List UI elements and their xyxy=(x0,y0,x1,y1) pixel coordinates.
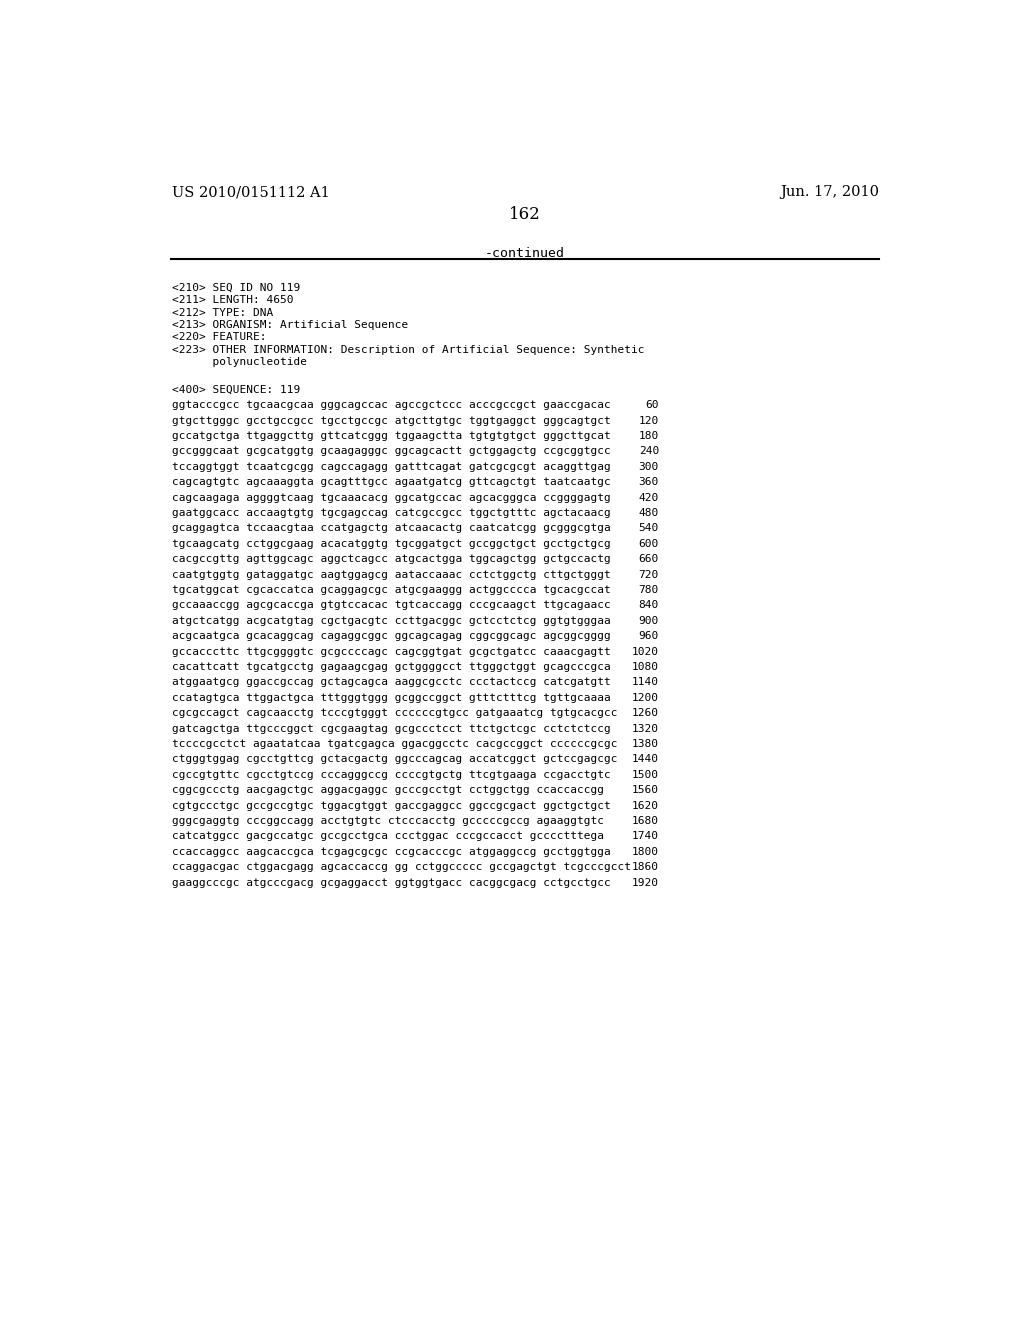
Text: 420: 420 xyxy=(639,492,658,503)
Text: 660: 660 xyxy=(639,554,658,564)
Text: ccatagtgca ttggactgca tttgggtggg gcggccggct gtttctttcg tgttgcaaaa: ccatagtgca ttggactgca tttgggtggg gcggccg… xyxy=(172,693,611,702)
Text: 900: 900 xyxy=(639,615,658,626)
Text: 780: 780 xyxy=(639,585,658,595)
Text: 1620: 1620 xyxy=(632,800,658,810)
Text: gaaggcccgc atgcccgacg gcgaggacct ggtggtgacc cacggcgacg cctgcctgcc: gaaggcccgc atgcccgacg gcgaggacct ggtggtg… xyxy=(172,878,611,887)
Text: cgccgtgttc cgcctgtccg cccagggccg ccccgtgctg ttcgtgaaga ccgacctgtc: cgccgtgttc cgcctgtccg cccagggccg ccccgtg… xyxy=(172,770,611,780)
Text: <211> LENGTH: 4650: <211> LENGTH: 4650 xyxy=(172,296,294,305)
Text: 480: 480 xyxy=(639,508,658,517)
Text: 1380: 1380 xyxy=(632,739,658,748)
Text: 240: 240 xyxy=(639,446,658,457)
Text: <220> FEATURE:: <220> FEATURE: xyxy=(172,333,266,342)
Text: 1740: 1740 xyxy=(632,832,658,841)
Text: <213> ORGANISM: Artificial Sequence: <213> ORGANISM: Artificial Sequence xyxy=(172,321,409,330)
Text: 60: 60 xyxy=(645,400,658,411)
Text: Jun. 17, 2010: Jun. 17, 2010 xyxy=(780,185,879,199)
Text: 1140: 1140 xyxy=(632,677,658,688)
Text: caatgtggtg gataggatgc aagtggagcg aataccaaac cctctggctg cttgctgggt: caatgtggtg gataggatgc aagtggagcg aatacca… xyxy=(172,570,611,579)
Text: 1080: 1080 xyxy=(632,663,658,672)
Text: atgctcatgg acgcatgtag cgctgacgtc ccttgacggc gctcctctcg ggtgtgggaa: atgctcatgg acgcatgtag cgctgacgtc ccttgac… xyxy=(172,615,611,626)
Text: cagcagtgtc agcaaaggta gcagtttgcc agaatgatcg gttcagctgt taatcaatgc: cagcagtgtc agcaaaggta gcagtttgcc agaatga… xyxy=(172,478,611,487)
Text: tgcaagcatg cctggcgaag acacatggtg tgcggatgct gccggctgct gcctgctgcg: tgcaagcatg cctggcgaag acacatggtg tgcggat… xyxy=(172,539,611,549)
Text: gaatggcacc accaagtgtg tgcgagccag catcgccgcc tggctgtttc agctacaacg: gaatggcacc accaagtgtg tgcgagccag catcgcc… xyxy=(172,508,611,517)
Text: 1680: 1680 xyxy=(632,816,658,826)
Text: cggcgccctg aacgagctgc aggacgaggc gcccgcctgt cctggctgg ccaccaccgg: cggcgccctg aacgagctgc aggacgaggc gcccgcc… xyxy=(172,785,604,795)
Text: gccatgctga ttgaggcttg gttcatcggg tggaagctta tgtgtgtgct gggcttgcat: gccatgctga ttgaggcttg gttcatcggg tggaagc… xyxy=(172,430,611,441)
Text: atggaatgcg ggaccgccag gctagcagca aaggcgcctc ccctactccg catcgatgtt: atggaatgcg ggaccgccag gctagcagca aaggcgc… xyxy=(172,677,611,688)
Text: <400> SEQUENCE: 119: <400> SEQUENCE: 119 xyxy=(172,385,300,395)
Text: 1560: 1560 xyxy=(632,785,658,795)
Text: gccacccttc ttgcggggtc gcgccccagc cagcggtgat gcgctgatcc caaacgagtt: gccacccttc ttgcggggtc gcgccccagc cagcggt… xyxy=(172,647,611,656)
Text: 360: 360 xyxy=(639,478,658,487)
Text: gatcagctga ttgcccggct cgcgaagtag gcgccctcct ttctgctcgc cctctctccg: gatcagctga ttgcccggct cgcgaagtag gcgccct… xyxy=(172,723,611,734)
Text: tccccgcctct agaatatcaa tgatcgagca ggacggcctc cacgccggct ccccccgcgc: tccccgcctct agaatatcaa tgatcgagca ggacgg… xyxy=(172,739,617,748)
Text: 300: 300 xyxy=(639,462,658,471)
Text: acgcaatgca gcacaggcag cagaggcggc ggcagcagag cggcggcagc agcggcgggg: acgcaatgca gcacaggcag cagaggcggc ggcagca… xyxy=(172,631,611,642)
Text: 840: 840 xyxy=(639,601,658,610)
Text: 1320: 1320 xyxy=(632,723,658,734)
Text: tccaggtggt tcaatcgcgg cagccagagg gatttcagat gatcgcgcgt acaggttgag: tccaggtggt tcaatcgcgg cagccagagg gatttca… xyxy=(172,462,611,471)
Text: 600: 600 xyxy=(639,539,658,549)
Text: <212> TYPE: DNA: <212> TYPE: DNA xyxy=(172,308,273,318)
Text: catcatggcc gacgccatgc gccgcctgca ccctggac cccgccacct gcccctttega: catcatggcc gacgccatgc gccgcctgca ccctgga… xyxy=(172,832,604,841)
Text: 1800: 1800 xyxy=(632,847,658,857)
Text: 1200: 1200 xyxy=(632,693,658,702)
Text: 162: 162 xyxy=(509,206,541,223)
Text: 1020: 1020 xyxy=(632,647,658,656)
Text: 1440: 1440 xyxy=(632,755,658,764)
Text: ctgggtggag cgcctgttcg gctacgactg ggcccagcag accatcggct gctccgagcgc: ctgggtggag cgcctgttcg gctacgactg ggcccag… xyxy=(172,755,617,764)
Text: cacattcatt tgcatgcctg gagaagcgag gctggggcct ttgggctggt gcagcccgca: cacattcatt tgcatgcctg gagaagcgag gctgggg… xyxy=(172,663,611,672)
Text: 120: 120 xyxy=(639,416,658,425)
Text: gccgggcaat gcgcatggtg gcaagagggc ggcagcactt gctggagctg ccgcggtgcc: gccgggcaat gcgcatggtg gcaagagggc ggcagca… xyxy=(172,446,611,457)
Text: 1860: 1860 xyxy=(632,862,658,873)
Text: -continued: -continued xyxy=(484,247,565,260)
Text: 1920: 1920 xyxy=(632,878,658,887)
Text: ggtacccgcc tgcaacgcaa gggcagccac agccgctccc acccgccgct gaaccgacac: ggtacccgcc tgcaacgcaa gggcagccac agccgct… xyxy=(172,400,611,411)
Text: cacgccgttg agttggcagc aggctcagcc atgcactgga tggcagctgg gctgccactg: cacgccgttg agttggcagc aggctcagcc atgcact… xyxy=(172,554,611,564)
Text: <223> OTHER INFORMATION: Description of Artificial Sequence: Synthetic: <223> OTHER INFORMATION: Description of … xyxy=(172,345,645,355)
Text: gccaaaccgg agcgcaccga gtgtccacac tgtcaccagg cccgcaagct ttgcagaacc: gccaaaccgg agcgcaccga gtgtccacac tgtcacc… xyxy=(172,601,611,610)
Text: 1500: 1500 xyxy=(632,770,658,780)
Text: 720: 720 xyxy=(639,570,658,579)
Text: 180: 180 xyxy=(639,430,658,441)
Text: cgcgccagct cagcaacctg tcccgtgggt ccccccgtgcc gatgaaatcg tgtgcacgcc: cgcgccagct cagcaacctg tcccgtgggt ccccccg… xyxy=(172,708,617,718)
Text: ccaggacgac ctggacgagg agcaccaccg gg cctggccccc gccgagctgt tcgcccgcct: ccaggacgac ctggacgagg agcaccaccg gg cctg… xyxy=(172,862,631,873)
Text: <210> SEQ ID NO 119: <210> SEQ ID NO 119 xyxy=(172,284,300,293)
Text: cgtgccctgc gccgccgtgc tggacgtggt gaccgaggcc ggccgcgact ggctgctgct: cgtgccctgc gccgccgtgc tggacgtggt gaccgag… xyxy=(172,800,611,810)
Text: 540: 540 xyxy=(639,524,658,533)
Text: US 2010/0151112 A1: US 2010/0151112 A1 xyxy=(172,185,330,199)
Text: gcaggagtca tccaacgtaa ccatgagctg atcaacactg caatcatcgg gcgggcgtga: gcaggagtca tccaacgtaa ccatgagctg atcaaca… xyxy=(172,524,611,533)
Text: 1260: 1260 xyxy=(632,708,658,718)
Text: 960: 960 xyxy=(639,631,658,642)
Text: tgcatggcat cgcaccatca gcaggagcgc atgcgaaggg actggcccca tgcacgccat: tgcatggcat cgcaccatca gcaggagcgc atgcgaa… xyxy=(172,585,611,595)
Text: gtgcttgggc gcctgccgcc tgcctgccgc atgcttgtgc tggtgaggct gggcagtgct: gtgcttgggc gcctgccgcc tgcctgccgc atgcttg… xyxy=(172,416,611,425)
Text: ccaccaggcc aagcaccgca tcgagcgcgc ccgcacccgc atggaggccg gcctggtgga: ccaccaggcc aagcaccgca tcgagcgcgc ccgcacc… xyxy=(172,847,611,857)
Text: polynucleotide: polynucleotide xyxy=(172,358,307,367)
Text: cagcaagaga aggggtcaag tgcaaacacg ggcatgccac agcacgggca ccggggagtg: cagcaagaga aggggtcaag tgcaaacacg ggcatgc… xyxy=(172,492,611,503)
Text: gggcgaggtg cccggccagg acctgtgtc ctcccacctg gcccccgccg agaaggtgtc: gggcgaggtg cccggccagg acctgtgtc ctcccacc… xyxy=(172,816,604,826)
